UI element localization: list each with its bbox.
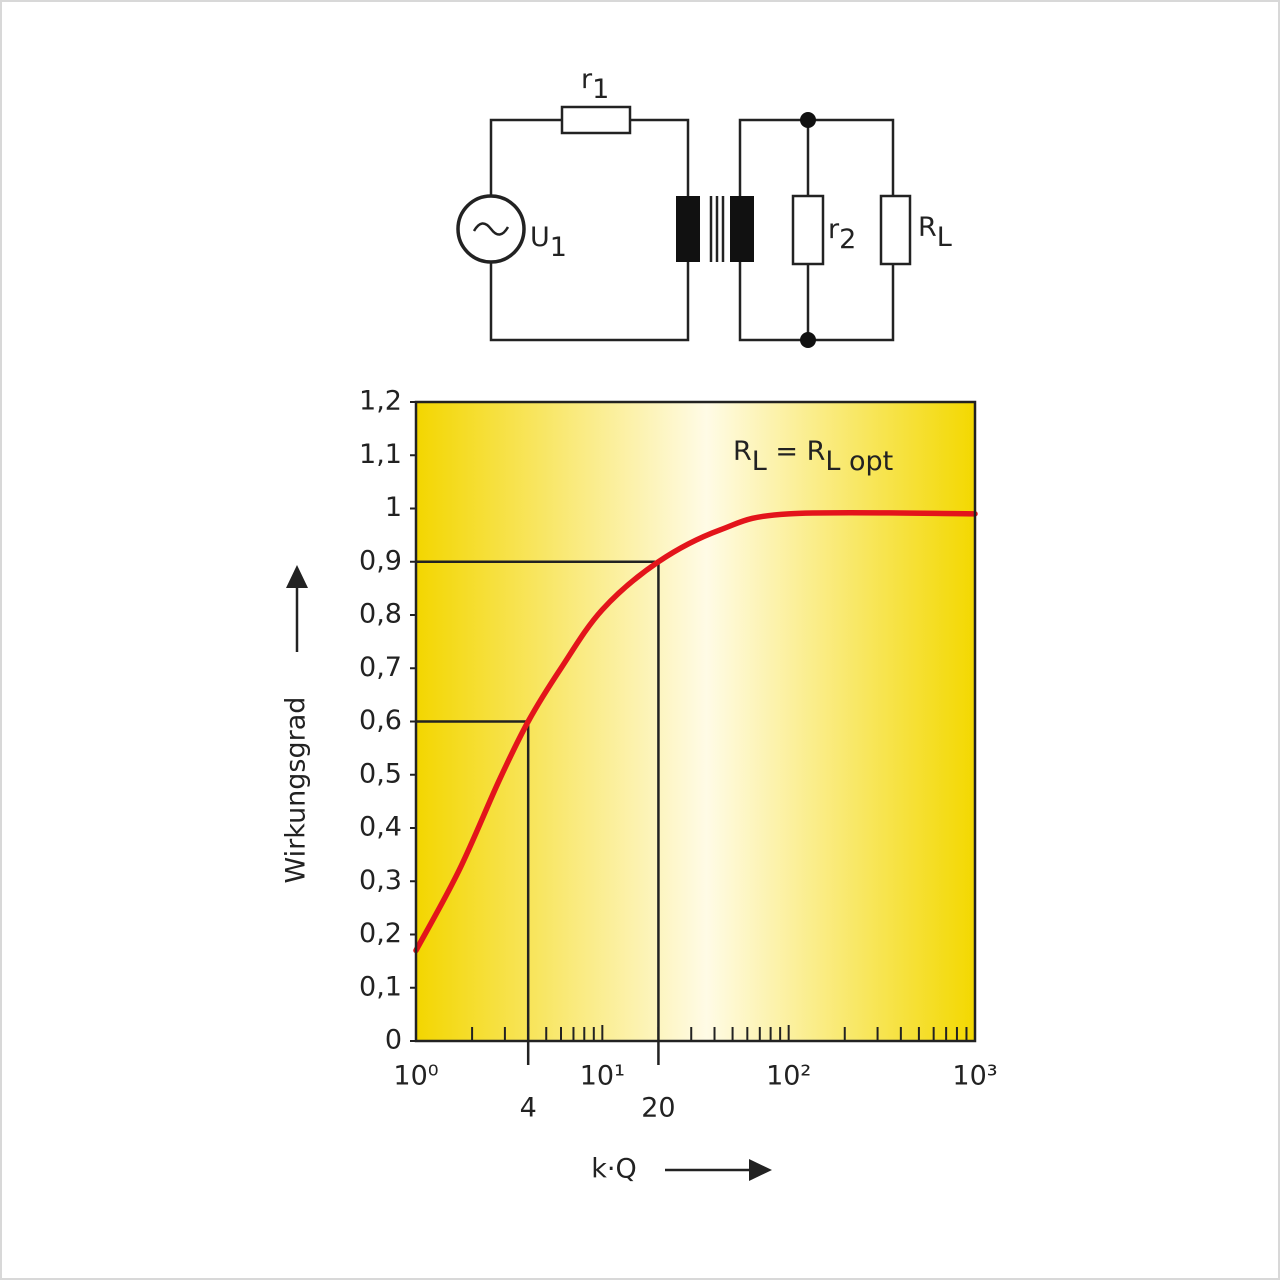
reference-label: 20 — [641, 1093, 675, 1124]
y-tick-label: 0 — [385, 1025, 402, 1056]
y-tick-label: 0,2 — [359, 918, 402, 949]
arrow-head — [286, 565, 308, 588]
x-axis-label: k·Q — [591, 1154, 636, 1185]
y-tick-label: 0,3 — [359, 865, 402, 896]
arrow-head — [749, 1159, 772, 1181]
x-tick-label: 10¹ — [580, 1061, 625, 1092]
plot: 0 0,1 0,2 0,3 0,4 0,5 0,6 0,7 0,8 0,9 1 1,1 1,2 10⁰ 10… — [359, 386, 998, 1092]
y-tick-label: 1,2 — [359, 386, 402, 417]
label: r1 — [581, 64, 609, 105]
reference-label: 4 — [520, 1093, 537, 1124]
y-axis-label: Wirkungsgrad — [281, 697, 312, 884]
y-tick-label: 1,1 — [359, 439, 402, 470]
annotation-part: = R — [767, 436, 826, 467]
annotation-part: L — [752, 446, 767, 477]
y-tick-label: 1 — [385, 492, 402, 523]
label: U1 — [530, 222, 567, 263]
y-tick-label: 0,9 — [359, 545, 402, 576]
label: r2 — [828, 214, 856, 255]
annotation: RL = RL opt — [733, 436, 893, 477]
x-tick-label: 10² — [766, 1061, 811, 1092]
curve — [413, 509, 978, 954]
x-tick-label: 10⁰ — [393, 1061, 438, 1092]
y-tick-label: 0,1 — [359, 971, 402, 1002]
y-tick-label: 0,4 — [359, 812, 402, 843]
label: RL — [918, 212, 952, 253]
annotation-part: L opt — [825, 446, 893, 477]
y-tick-label: 0,7 — [359, 652, 402, 683]
circuit: r1 U1 r2 RL — [456, 64, 952, 348]
y-tick-label: 0,6 — [359, 705, 402, 736]
y-tick-label: 0,5 — [359, 758, 402, 789]
y-tick-label: 0,8 — [359, 599, 402, 630]
plot-border — [414, 400, 977, 1043]
x-tick-label: 10³ — [952, 1061, 997, 1092]
annotation-part: R — [733, 436, 752, 467]
